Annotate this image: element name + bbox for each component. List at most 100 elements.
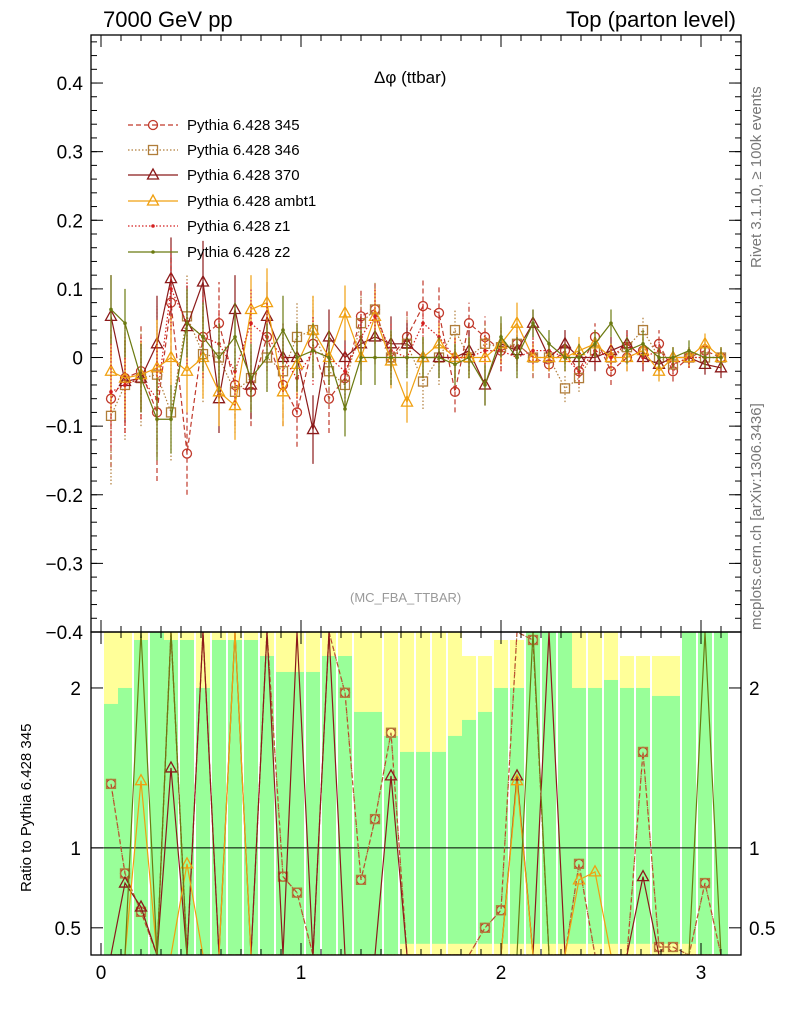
legend-marker <box>151 224 155 228</box>
data-point <box>703 355 707 360</box>
data-point <box>343 407 347 411</box>
data-point <box>483 348 487 353</box>
data-point <box>577 355 581 360</box>
data-point <box>515 355 519 360</box>
legend-marker <box>147 144 159 156</box>
data-point <box>510 315 524 328</box>
ratio-point <box>385 727 397 738</box>
legend-marker <box>146 193 160 206</box>
band-green <box>276 671 290 955</box>
data-point <box>609 355 613 360</box>
y-tick-label: −0.1 <box>45 417 83 438</box>
data-point <box>449 386 461 397</box>
data-point <box>698 357 712 370</box>
ratio-point <box>339 687 351 698</box>
data-point <box>483 383 487 387</box>
series-line <box>110 309 721 420</box>
data-point <box>181 448 193 459</box>
band-green <box>682 632 696 944</box>
data-point <box>169 287 173 291</box>
band-green <box>306 671 320 955</box>
legend-label: Pythia 6.428 ambt1 <box>187 192 317 210</box>
data-point <box>417 376 429 387</box>
ratio-bands <box>104 632 728 955</box>
ratio-point <box>291 887 303 898</box>
ratio-y-tick-label-right: 0.5 <box>749 919 775 940</box>
ratio-y-tick-label: 0.5 <box>55 919 81 940</box>
band-green <box>134 639 148 955</box>
data-point <box>604 350 618 363</box>
data-point <box>641 341 645 346</box>
ratio-series-3 <box>111 632 721 955</box>
data-point <box>421 321 425 326</box>
y-tick-label: −0.3 <box>45 554 83 575</box>
ratio-point <box>572 872 586 885</box>
ratio-point <box>636 869 650 882</box>
ratio-frame <box>90 631 742 956</box>
data-point <box>343 369 347 374</box>
data-point <box>118 370 132 383</box>
ratio-point <box>588 864 602 877</box>
band-green <box>604 679 618 944</box>
legend-label: Pythia 6.428 346 <box>187 141 300 159</box>
legend-swatch-0 <box>128 119 178 131</box>
band-green <box>290 671 304 955</box>
legend-marker <box>147 119 159 131</box>
data-point <box>311 348 315 353</box>
legend-swatch-4 <box>128 224 178 228</box>
band-green <box>118 687 132 955</box>
ratio-point <box>164 760 178 773</box>
band-green <box>542 632 556 944</box>
data-point <box>217 355 221 360</box>
data-point <box>373 314 377 319</box>
site-reference-label: mcplots.cern.ch [arXiv:1306.3436] <box>748 403 765 630</box>
ratio-y-tick-label-right: 1 <box>749 839 760 860</box>
band-green <box>180 639 194 955</box>
ratio-point <box>667 941 679 953</box>
data-point <box>559 383 571 394</box>
data-point <box>588 350 602 363</box>
series-5 <box>109 275 723 461</box>
band-green <box>338 655 352 955</box>
x-tick-label: 2 <box>496 963 507 984</box>
band-green <box>228 639 242 955</box>
data-point <box>295 355 299 360</box>
data-point <box>453 362 457 367</box>
band-green <box>448 735 462 944</box>
y-tick-label: 0.4 <box>57 74 84 95</box>
ratio-point <box>105 778 117 790</box>
legend-marker <box>146 167 160 180</box>
ratio-point <box>479 922 491 933</box>
band-green <box>714 632 728 955</box>
rivet-version-label: Rivet 3.1.10, ≥ 100k events <box>748 86 765 268</box>
band-green <box>322 655 336 955</box>
ratio-point <box>118 875 132 888</box>
data-point <box>467 355 471 360</box>
data-point <box>244 302 258 315</box>
ratio-axis-label: Ratio to Pythia 6.428 345 <box>18 723 35 892</box>
ratio-line <box>110 632 721 955</box>
y-tick-label: −0.2 <box>45 486 83 507</box>
band-green <box>636 687 650 944</box>
legend-swatch-5 <box>128 250 178 254</box>
data-point <box>499 335 503 339</box>
data-point <box>593 341 597 346</box>
data-point <box>421 355 425 360</box>
data-point <box>531 321 535 326</box>
data-point <box>652 363 666 376</box>
data-point <box>526 350 540 363</box>
band-green <box>104 703 118 955</box>
data-point <box>109 307 113 312</box>
data-point <box>400 394 414 407</box>
band-green <box>462 719 476 944</box>
series-1 <box>105 275 727 485</box>
ratio-series-group <box>105 632 722 955</box>
band-green <box>494 687 508 944</box>
data-point <box>281 328 285 332</box>
data-point <box>417 300 429 312</box>
band-green <box>354 711 368 955</box>
data-point <box>657 355 661 360</box>
data-point <box>338 350 352 363</box>
legend-swatch-3 <box>128 193 178 206</box>
ratio-point <box>510 773 524 786</box>
